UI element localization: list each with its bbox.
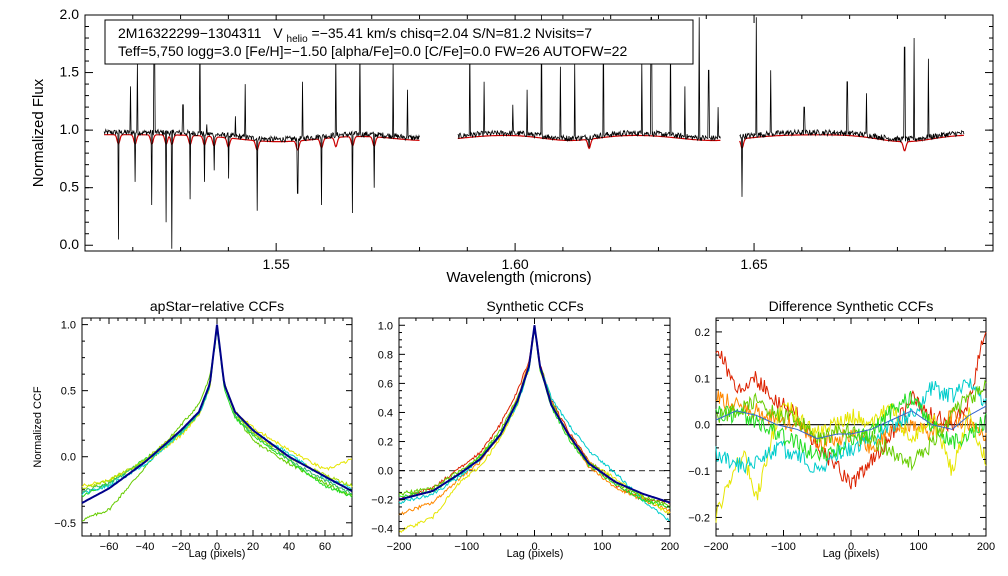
y-tick-label: 0.0 bbox=[61, 452, 76, 464]
x-tick-label: 20 bbox=[247, 541, 259, 553]
difference-ccf-panel: Difference Synthetic CCFs −200 −100 0 100 20… bbox=[688, 298, 995, 560]
y-tick-label: 0.6 bbox=[378, 378, 393, 390]
y-tick-label: −0.1 bbox=[688, 466, 710, 478]
info-box-frame bbox=[104, 19, 694, 65]
synthetic-ccf-panel: Synthetic CCFs −200 −100 0 100 200 −0.4 −0.2 0.… bbox=[371, 298, 679, 560]
x-tick-label: −100 bbox=[771, 541, 796, 553]
x-tick-label: 200 bbox=[977, 541, 995, 553]
difference-ccf-title: Difference Synthetic CCFs bbox=[769, 298, 934, 314]
ccf-series-visit-3 bbox=[715, 402, 987, 523]
apstar-ccf-data bbox=[81, 324, 353, 522]
y-tick-label: 0.4 bbox=[378, 407, 393, 419]
synthetic-ccf-title: Synthetic CCFs bbox=[486, 298, 583, 314]
vhelio-subscript: helio bbox=[287, 34, 309, 45]
spectrum-panel: 1.55 1.60 1.65 0.0 0.5 1.0 1.5 2.0 Wavelength (… bbox=[30, 6, 994, 286]
star-info-box: 2M16322299−1304311 V helio =−35.41 km/s … bbox=[104, 19, 694, 65]
spectrum-axes-frame bbox=[84, 14, 994, 252]
x-tick-label: 1.55 bbox=[263, 256, 290, 272]
spectrum-x-axis-label: Wavelength (microns) bbox=[446, 269, 591, 286]
x-tick-label: −100 bbox=[454, 541, 479, 553]
x-tick-label: −200 bbox=[704, 541, 729, 553]
ccf-series-combined bbox=[398, 325, 671, 504]
x-tick-label: 0 bbox=[214, 541, 220, 553]
info-line-1: 2M16322299−1304311 V helio =−35.41 km/s … bbox=[118, 25, 592, 45]
y-tick-label: −0.5 bbox=[54, 518, 76, 530]
ccf-series-visit-2 bbox=[715, 390, 987, 454]
y-tick-label: 1.0 bbox=[61, 320, 76, 332]
spectrum-ticks: 1.55 1.60 1.65 0.0 0.5 1.0 1.5 2.0 bbox=[60, 6, 993, 272]
ccf-series-visit-1 bbox=[715, 331, 987, 490]
y-tick-label: −0.4 bbox=[371, 524, 393, 536]
vhelio-symbol: V bbox=[273, 25, 283, 41]
model-spectrum-line bbox=[739, 134, 965, 152]
ccf-series-visit-4 bbox=[715, 378, 987, 475]
y-tick-label: 0.0 bbox=[60, 236, 80, 252]
y-tick-label: 1.0 bbox=[60, 121, 80, 137]
y-tick-label: 0.0 bbox=[695, 420, 710, 432]
y-tick-label: 0.2 bbox=[695, 327, 710, 339]
spectrum-y-axis-label: Normalized Flux bbox=[30, 78, 47, 187]
y-tick-label: 0.8 bbox=[378, 349, 393, 361]
y-tick-label: 0.5 bbox=[60, 179, 80, 195]
ccf-series-combined bbox=[715, 405, 987, 440]
ccf-series-combined bbox=[81, 324, 353, 504]
x-tick-label: 40 bbox=[283, 541, 295, 553]
x-tick-label: 1.60 bbox=[501, 256, 528, 272]
observed-spectrum-line bbox=[457, 14, 721, 148]
star-id: 2M16322299−1304311 bbox=[118, 25, 262, 41]
x-tick-label: −60 bbox=[100, 541, 119, 553]
apstar-ccf-ticks: −60 −40 −20 0 20 40 60 −0.5 0.0 0.5 1.0 bbox=[54, 318, 353, 553]
synthetic-ccf-ticks: −200 −100 0 100 200 −0.4 −0.2 0.0 0.2 0.4 0.6 0.8 1.… bbox=[371, 318, 679, 553]
observed-spectrum-line bbox=[739, 17, 965, 197]
x-tick-label: −200 bbox=[387, 541, 412, 553]
apstar-ccf-panel: apStar−relative CCFs −60 −40 −20 0 20 40 60 −0.… bbox=[32, 298, 353, 560]
y-tick-label: 0.1 bbox=[695, 373, 710, 385]
apstar-ccf-x-axis-label: Lag (pixels) bbox=[189, 548, 246, 560]
apstar-ccf-title: apStar−relative CCFs bbox=[150, 298, 284, 314]
model-spectrum-line bbox=[104, 134, 420, 151]
x-tick-label: −20 bbox=[172, 541, 191, 553]
difference-ccf-x-axis-label: Lag (pixels) bbox=[823, 548, 880, 560]
info-line-1-values: =−35.41 km/s chisq=2.04 S/N=81.2 Nvisits… bbox=[312, 25, 593, 41]
synthetic-ccf-data bbox=[398, 325, 671, 533]
x-tick-label: 100 bbox=[909, 541, 927, 553]
x-tick-label: −40 bbox=[136, 541, 155, 553]
spectrum-data bbox=[103, 14, 965, 249]
y-tick-label: −0.2 bbox=[371, 495, 393, 507]
x-tick-label: 0 bbox=[848, 541, 854, 553]
x-tick-label: 60 bbox=[319, 541, 331, 553]
ccf-series-visit-6 bbox=[715, 379, 987, 472]
x-tick-label: 0 bbox=[531, 541, 537, 553]
apstar-ccf-y-axis-label: Normalized CCF bbox=[32, 386, 44, 468]
info-line-2: Teff=5,750 logg=3.0 [Fe/H]=−1.50 [alpha/… bbox=[118, 43, 627, 59]
observed-spectrum-line bbox=[103, 26, 420, 249]
y-tick-label: 0.2 bbox=[378, 437, 393, 449]
difference-ccf-data bbox=[715, 331, 987, 523]
x-tick-label: 100 bbox=[593, 541, 611, 553]
y-tick-label: 0.0 bbox=[378, 466, 393, 478]
y-tick-label: 1.5 bbox=[60, 64, 80, 80]
difference-ccf-ticks: −200 −100 0 100 200 −0.2 −0.1 0.0 0.1 0.2 bbox=[688, 318, 995, 553]
y-tick-label: 1.0 bbox=[378, 320, 393, 332]
x-tick-label: 1.65 bbox=[740, 256, 767, 272]
synthetic-ccf-x-axis-label: Lag (pixels) bbox=[507, 548, 564, 560]
y-tick-label: 2.0 bbox=[60, 6, 80, 22]
y-tick-label: −0.2 bbox=[688, 512, 710, 524]
y-tick-label: 0.5 bbox=[61, 386, 76, 398]
x-tick-label: 200 bbox=[661, 541, 679, 553]
